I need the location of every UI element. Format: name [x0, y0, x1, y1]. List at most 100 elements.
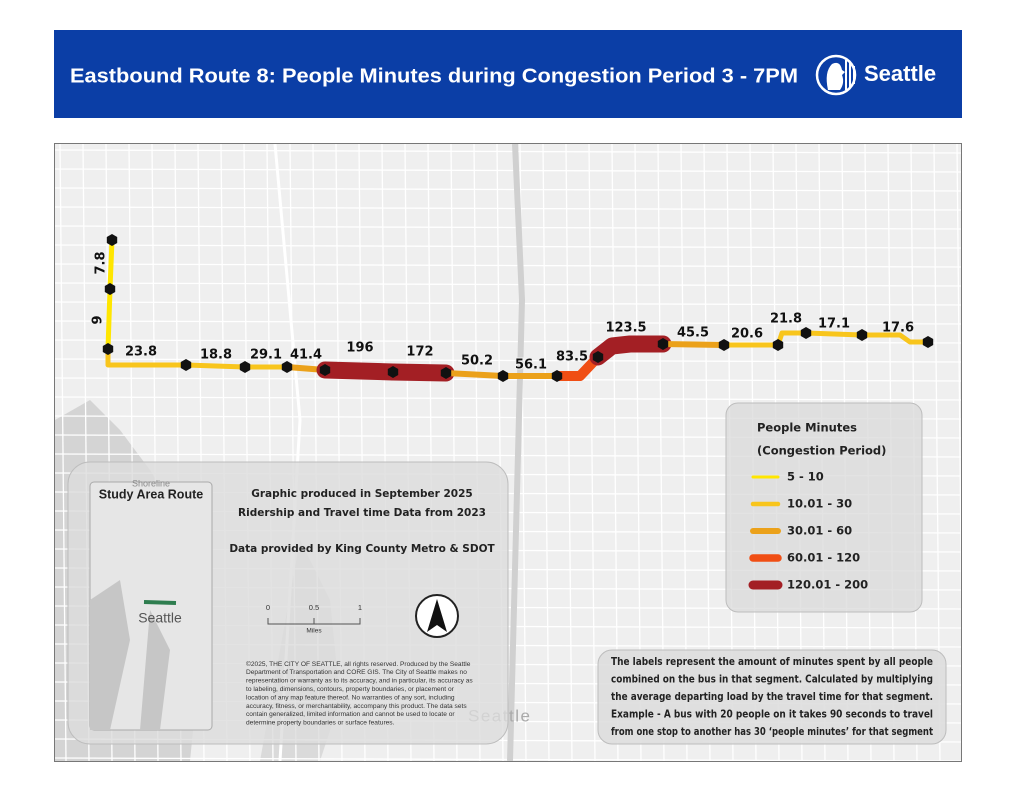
note-line: the average departing load by the travel…	[611, 691, 933, 703]
route-segment	[552, 352, 603, 381]
segment-label: 123.5	[605, 321, 646, 336]
bus-stop	[551, 370, 563, 382]
header-title: Eastbound Route 8: People Minutes during…	[70, 65, 798, 87]
bus-stop	[387, 366, 399, 378]
segment-label: 56.1	[515, 358, 547, 373]
scale-bar	[267, 618, 361, 625]
street	[55, 301, 961, 306]
scale-tick: 0.5	[309, 603, 319, 612]
logo-text: Seattle	[864, 61, 936, 86]
bus-stop	[319, 364, 331, 376]
segment-label: 172	[406, 345, 433, 360]
segment-label: 17.1	[818, 317, 850, 332]
bus-stop	[497, 370, 509, 382]
copyright: ©2025, THE CITY OF SEATTLE, all rights r…	[246, 660, 473, 727]
segment-label: 18.8	[200, 348, 232, 363]
bus-stop	[922, 336, 934, 348]
street	[59, 144, 67, 761]
info-line: Graphic produced in September 2025	[251, 488, 472, 500]
street	[55, 187, 961, 192]
note-box	[597, 649, 947, 745]
copyright-line: determine property boundaries or surface…	[246, 720, 395, 727]
street	[55, 168, 961, 173]
legend-label: 60.01 - 120	[787, 551, 860, 565]
street	[55, 225, 961, 230]
scale-unit: Miles	[306, 628, 322, 635]
bus-stop	[281, 361, 293, 373]
route-segment	[859, 332, 931, 345]
street	[55, 244, 961, 249]
legend-label: 120.01 - 200	[787, 578, 868, 592]
note-line: from one stop to another has 30 ‘people …	[611, 726, 933, 738]
note-line: combined on the bus in that segment. Cal…	[611, 674, 933, 686]
bus-stop	[772, 339, 784, 351]
route: 7.8 9 23.8 18.8 29.1 41.4 196 172 50.2 56.1 83.5 12…	[90, 234, 934, 382]
inset-route	[143, 600, 177, 605]
segment-label: 196	[346, 341, 373, 356]
street	[55, 206, 961, 211]
bus-stop	[592, 351, 604, 363]
route-segment	[803, 330, 865, 338]
inset-label: Seattle	[138, 610, 182, 626]
note-line: Example - A bus with 20 people on it tak…	[611, 709, 933, 721]
route-segment	[384, 363, 455, 382]
inset-water	[90, 580, 170, 730]
inset-title: Study Area Route	[99, 487, 203, 501]
copyright-line: ©2025, THE CITY OF SEATTLE, all rights r…	[246, 660, 471, 668]
segment-label: 9	[91, 315, 106, 324]
bus-stop	[102, 343, 114, 355]
street	[55, 263, 961, 268]
segment-label: 21.8	[770, 312, 802, 327]
bus-stop	[106, 234, 118, 246]
route-segment	[105, 286, 113, 352]
segment-label: 7.8	[94, 251, 109, 274]
logo-icon	[815, 54, 857, 96]
legend-label: 10.01 - 30	[787, 497, 852, 511]
bus-stop	[856, 329, 868, 341]
legend-title: People Minutes	[757, 421, 857, 435]
note-line: The labels represent the amount of minut…	[611, 656, 933, 668]
scale-tick: 1	[358, 603, 362, 612]
bus-stop	[239, 361, 251, 373]
segment-label: 29.1	[250, 348, 282, 363]
segment-label: 83.5	[556, 350, 588, 365]
route-segment	[316, 361, 402, 381]
copyright-line: representation or warranty as to its acc…	[246, 678, 473, 685]
copyright-line: accuracy, fitness, or merchantability, a…	[246, 703, 467, 710]
street	[55, 396, 961, 401]
copyright-line: contain generalized, limited information…	[246, 711, 455, 718]
scale-tick: 0	[266, 603, 270, 612]
route-segment	[183, 362, 248, 370]
legend-subtitle: (Congestion Period)	[757, 444, 886, 458]
copyright-line: location of any map feature thereof. No …	[246, 694, 455, 701]
segment-label: 20.6	[731, 327, 763, 342]
segment-label: 23.8	[125, 345, 157, 360]
street	[55, 282, 961, 287]
bus-stop	[104, 283, 116, 295]
north-arrow	[415, 594, 459, 638]
route-segment	[589, 335, 672, 366]
bus-stop	[180, 359, 192, 371]
segment-label: 41.4	[290, 348, 322, 363]
street	[55, 149, 961, 154]
route-segment	[107, 237, 115, 292]
legend-label: 5 - 10	[787, 470, 824, 484]
inset-label: Shoreline	[132, 478, 170, 488]
note: The labels represent the amount of minut…	[611, 656, 933, 738]
legend-label: 30.01 - 60	[787, 524, 852, 538]
segment-label: 50.2	[461, 354, 493, 369]
street	[956, 144, 961, 623]
street	[55, 339, 961, 344]
bus-stop	[800, 327, 812, 339]
copyright-line: Department of Transportation and CORE GI…	[246, 669, 467, 676]
bus-stop	[718, 339, 730, 351]
route-segment	[660, 341, 727, 348]
info-line: Data provided by King County Metro & SDO…	[229, 543, 495, 555]
street	[55, 320, 961, 325]
segment-label: 17.6	[882, 321, 914, 336]
header-band	[54, 30, 962, 118]
bus-stop	[440, 367, 452, 379]
copyright-line: to labeling, dimensions, contours, prope…	[246, 686, 455, 693]
segment-label: 45.5	[677, 326, 709, 341]
